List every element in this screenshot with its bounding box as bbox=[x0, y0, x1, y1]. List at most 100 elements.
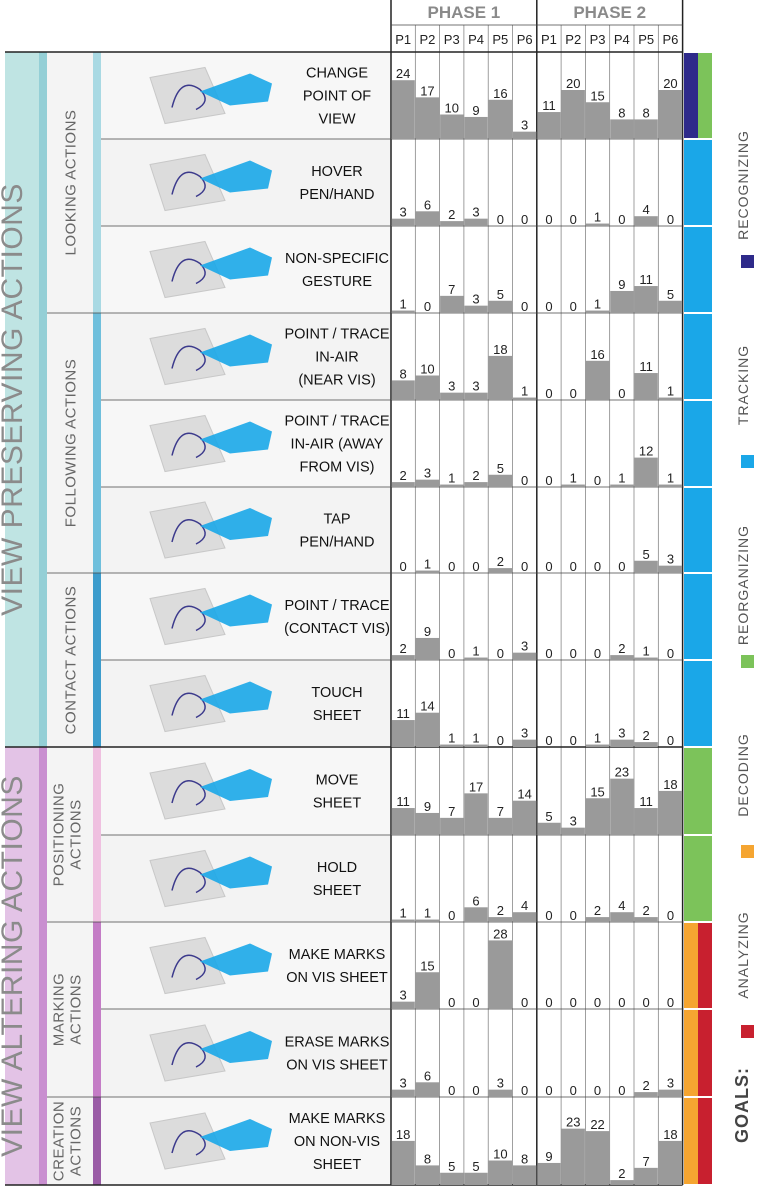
hand-shape bbox=[200, 594, 272, 627]
goal-bar-tracking bbox=[684, 140, 712, 225]
bar-value-label: 5 bbox=[643, 547, 650, 562]
bar-value-label: 23 bbox=[566, 1115, 580, 1130]
legend-entry: ANALYZING bbox=[735, 911, 751, 998]
bar-value-label: 8 bbox=[424, 1151, 431, 1166]
bar bbox=[488, 940, 512, 1009]
bar-value-label: 0 bbox=[545, 386, 552, 401]
action-label: POINT OF bbox=[303, 89, 371, 105]
bar bbox=[513, 131, 537, 139]
subgroup-label: LOOKING ACTIONS bbox=[62, 110, 79, 256]
gesture-illustration bbox=[149, 327, 272, 386]
action-label: HOLD bbox=[317, 860, 357, 876]
bar-value-label: 0 bbox=[618, 212, 625, 227]
bar-value-label: 3 bbox=[521, 726, 528, 741]
bar-value-label: 6 bbox=[424, 197, 431, 212]
subgroup-label: CONTACT ACTIONS bbox=[62, 586, 79, 735]
bar-value-label: 0 bbox=[448, 908, 455, 923]
bar bbox=[415, 972, 440, 1009]
bar-value-label: 3 bbox=[400, 1076, 407, 1091]
action-label: SHEET bbox=[313, 883, 361, 899]
sheet-shape bbox=[149, 674, 226, 733]
goal-bar-decoding bbox=[684, 1010, 698, 1096]
bar bbox=[610, 290, 634, 313]
gesture-illustration bbox=[149, 674, 272, 733]
action-label: MAKE MARKS bbox=[289, 1111, 386, 1127]
bar-value-label: 0 bbox=[667, 733, 674, 748]
bar-value-label: 1 bbox=[570, 471, 577, 486]
bar-value-label: 9 bbox=[472, 103, 479, 118]
bar-value-label: 0 bbox=[594, 473, 601, 488]
bar bbox=[537, 822, 561, 835]
bar bbox=[415, 1082, 440, 1097]
bar-value-label: 11 bbox=[639, 794, 653, 809]
bar bbox=[537, 1162, 561, 1185]
subgroup-label: MARKINGACTIONS bbox=[50, 973, 84, 1047]
gesture-illustration bbox=[149, 936, 272, 995]
action-label: (CONTACT VIS) bbox=[284, 621, 390, 637]
bar-value-label: 2 bbox=[497, 903, 504, 918]
bar-value-label: 1 bbox=[424, 906, 431, 921]
bar bbox=[440, 295, 464, 313]
subgroup-label: POSITIONINGACTIONS bbox=[50, 783, 84, 887]
bar-value-label: 0 bbox=[448, 1083, 455, 1098]
bar-value-label: 3 bbox=[472, 379, 479, 394]
bar-value-label: 1 bbox=[472, 731, 479, 746]
bar-value-label: 0 bbox=[594, 1083, 601, 1098]
sheet-shape bbox=[149, 1024, 226, 1082]
action-label: ON VIS SHEET bbox=[286, 1058, 388, 1074]
bar-value-label: 1 bbox=[643, 644, 650, 659]
bar-value-label: 22 bbox=[590, 1117, 604, 1132]
bar-value-label: 0 bbox=[521, 1083, 528, 1098]
bar-value-label: 5 bbox=[472, 1159, 479, 1174]
action-label: SHEET bbox=[313, 708, 361, 724]
bar-value-label: 4 bbox=[521, 898, 528, 913]
bar bbox=[440, 221, 464, 226]
bar bbox=[585, 310, 610, 313]
bar-value-label: 0 bbox=[472, 559, 479, 574]
bar bbox=[634, 286, 658, 313]
participant-header: P6 bbox=[517, 32, 533, 47]
bar-value-label: 5 bbox=[545, 809, 552, 824]
group-label: VIEW ALTERING ACTIONS bbox=[0, 775, 29, 1157]
hand-shape bbox=[200, 856, 272, 889]
legend-entry: REORGANIZING bbox=[735, 525, 751, 645]
action-label: MAKE MARKS bbox=[289, 947, 386, 963]
bar-value-label: 9 bbox=[545, 1149, 552, 1164]
bar-value-label: 12 bbox=[639, 444, 653, 459]
bar bbox=[391, 1001, 415, 1009]
bar-value-label: 1 bbox=[594, 210, 601, 225]
bar bbox=[634, 917, 658, 922]
subgroup-band-preserving bbox=[47, 52, 93, 747]
gesture-illustration bbox=[149, 1024, 272, 1082]
bar-value-label: 18 bbox=[663, 777, 677, 792]
bar-value-label: 2 bbox=[497, 554, 504, 569]
bar-value-label: 0 bbox=[448, 995, 455, 1010]
hand-shape bbox=[200, 421, 272, 454]
vis-curve bbox=[171, 171, 206, 198]
gesture-illustration bbox=[149, 414, 272, 473]
legend-entry: RECOGNIZING bbox=[735, 130, 751, 240]
legend-swatch bbox=[741, 655, 754, 668]
participant-header: P2 bbox=[419, 32, 435, 47]
subgroup-band-altering bbox=[47, 747, 93, 1185]
bar-value-label: 20 bbox=[566, 76, 580, 91]
sheet-shape bbox=[149, 1112, 226, 1170]
bar-value-label: 2 bbox=[618, 641, 625, 656]
goal-bar-decoding bbox=[684, 1098, 698, 1184]
bar bbox=[585, 798, 610, 835]
bar-value-label: 17 bbox=[420, 83, 434, 98]
bar bbox=[513, 652, 537, 660]
sheet-shape bbox=[149, 414, 226, 473]
vis-curve bbox=[171, 84, 206, 111]
bar bbox=[391, 218, 415, 226]
bar-value-label: 0 bbox=[667, 908, 674, 923]
group-band-preserving bbox=[5, 52, 39, 747]
bar-value-label: 18 bbox=[396, 1127, 410, 1142]
goal-bar-reorganizing bbox=[684, 836, 712, 921]
hand-shape bbox=[200, 73, 272, 106]
bar bbox=[391, 919, 415, 922]
bar-value-label: 5 bbox=[497, 287, 504, 302]
action-label: ON NON-VIS bbox=[294, 1134, 380, 1150]
vis-curve bbox=[171, 867, 206, 894]
